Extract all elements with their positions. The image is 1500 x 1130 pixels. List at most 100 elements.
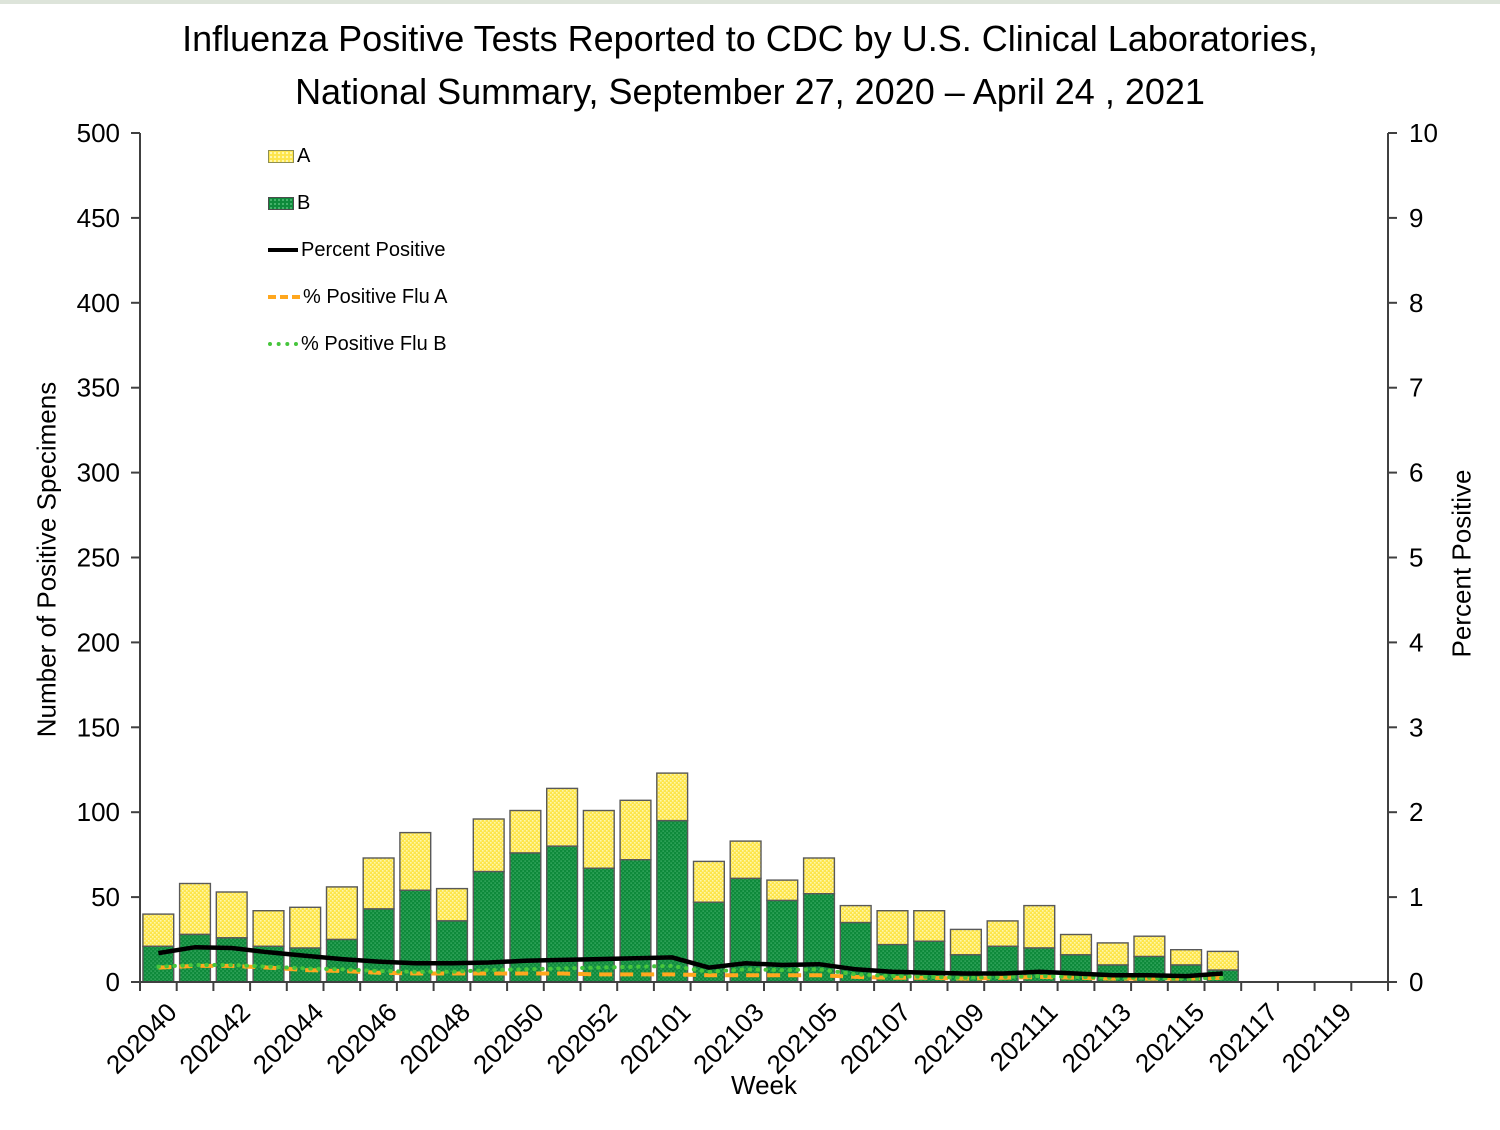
legend: A B Percent Positive % Positive Flu A % …: [268, 145, 448, 355]
right-tick-label: 0: [1409, 967, 1423, 997]
left-tick-label: 200: [77, 627, 120, 657]
left-tick-label: 350: [77, 373, 120, 403]
bar-flu-a-202104: [766, 879, 799, 902]
bar-flu-a-202102: [692, 860, 725, 903]
bar-flu-a-202106: [839, 904, 872, 924]
bar-flu-a-202116: [1206, 950, 1239, 971]
legend-item-pct-flu-b: % Positive Flu B: [268, 333, 448, 355]
bar-flu-a-202040: [142, 913, 175, 948]
right-tick-label: 9: [1409, 203, 1423, 233]
bar-flu-a-202112: [1059, 933, 1093, 956]
bar-flu-a-202105: [802, 857, 836, 895]
bar-flu-a-202109: [949, 928, 982, 956]
right-tick-label: 6: [1409, 458, 1423, 488]
x-tick-label-202105: 202105: [761, 997, 844, 1080]
right-tick-label: 4: [1409, 627, 1423, 657]
x-tick-label-202040: 202040: [100, 997, 183, 1080]
bar-flu-b-202053: [619, 859, 652, 983]
y-axis-title-left: Number of Positive Specimens: [31, 381, 62, 738]
bar-flu-a-202107: [876, 910, 909, 946]
bar-flu-a-202042: [215, 891, 248, 939]
left-tick-label: 400: [77, 288, 120, 318]
x-axis-title: Week: [731, 1070, 797, 1100]
bar-flu-b-202042: [215, 937, 248, 983]
legend-label-percent-positive: Percent Positive: [301, 238, 446, 261]
bar-flu-a-202048: [435, 887, 469, 922]
x-tick-label-202119: 202119: [1276, 997, 1357, 1078]
percent-positive-line: [158, 944, 1223, 979]
x-tick-label-202052: 202052: [540, 997, 623, 1080]
bar-flu-a-202110: [986, 920, 1019, 948]
bar-flu-a-202113: [1096, 942, 1129, 966]
bar-flu-a-202044: [289, 906, 322, 949]
legend-label-pct-flu-a: % Positive Flu A: [303, 285, 448, 308]
bar-flu-a-202114: [1133, 935, 1166, 958]
bar-flu-a-202051: [546, 787, 579, 847]
flu-b-swatch-icon: [268, 196, 294, 210]
x-tick-label-202115: 202115: [1129, 997, 1210, 1078]
x-tick-label-202042: 202042: [173, 997, 256, 1080]
right-tick-label: 2: [1409, 797, 1423, 827]
x-tick-label-202103: 202103: [687, 997, 770, 1080]
x-tick-label-202109: 202109: [907, 997, 990, 1080]
right-tick-label: 5: [1409, 543, 1423, 573]
legend-label-flu-b: B: [297, 191, 311, 214]
left-tick-label: 500: [77, 118, 120, 148]
legend-label-flu-a: A: [297, 144, 311, 167]
x-tick-label-202107: 202107: [834, 997, 917, 1080]
bar-flu-a-202045: [325, 886, 358, 941]
x-tick-label-202050: 202050: [467, 997, 550, 1080]
left-tick-label: 300: [77, 458, 120, 488]
bar-flu-a-202053: [619, 799, 652, 861]
legend-item-pct-flu-a: % Positive Flu A: [268, 286, 448, 308]
x-tick-label-202111: 202111: [984, 997, 1064, 1077]
bar-flu-a-202101: [656, 772, 689, 822]
bar-flu-a-202111: [1023, 904, 1056, 949]
left-tick-label: 0: [106, 967, 120, 997]
bar-flu-a-202115: [1169, 949, 1203, 966]
x-tick-label-202048: 202048: [394, 997, 477, 1080]
chart-title-line2: National Summary, September 27, 2020 – A…: [295, 71, 1205, 112]
window-top-edge: [0, 0, 1500, 4]
bar-flu-a-202043: [252, 910, 285, 948]
x-tick-label-202117: 202117: [1202, 997, 1283, 1078]
left-tick-label: 450: [77, 203, 120, 233]
x-tick-label-202113: 202113: [1056, 997, 1137, 1078]
bar-flu-a-202047: [399, 831, 432, 891]
x-tick-label-202044: 202044: [247, 997, 330, 1080]
right-tick-label: 10: [1409, 118, 1438, 148]
left-tick-label: 100: [77, 797, 120, 827]
right-tick-label: 8: [1409, 288, 1423, 318]
x-tick-label-202101: 202101: [614, 997, 697, 1080]
percent-positive-line-icon: [268, 248, 298, 252]
bar-flu-b-202041: [178, 933, 212, 983]
left-tick-label: 250: [77, 543, 120, 573]
bar-flu-a-202108: [913, 910, 946, 943]
bar-flu-a-202046: [362, 857, 395, 910]
x-tick-label-202046: 202046: [320, 997, 403, 1080]
chart-title: Influenza Positive Tests Reported to CDC…: [0, 12, 1500, 118]
right-tick-label: 7: [1409, 373, 1423, 403]
right-tick-label: 1: [1409, 882, 1423, 912]
chart-title-line1: Influenza Positive Tests Reported to CDC…: [182, 18, 1318, 59]
bar-flu-b-202052: [582, 867, 615, 983]
bar-flu-a-202103: [729, 840, 762, 880]
pct-flu-b-line: [156, 963, 1225, 981]
legend-label-pct-flu-b: % Positive Flu B: [301, 332, 447, 355]
legend-item-percent-positive: Percent Positive: [268, 239, 448, 261]
y-axis-title-right: Percent Positive: [1446, 469, 1477, 658]
bar-flu-a-202041: [178, 882, 212, 936]
left-tick-label: 50: [91, 882, 120, 912]
bar-flu-a-202049: [472, 818, 505, 873]
bar-flu-b-202049: [472, 870, 505, 983]
right-tick-label: 3: [1409, 712, 1423, 742]
legend-item-flu-a: A: [268, 145, 448, 167]
bar-flu-a-202052: [582, 809, 615, 869]
flu-a-swatch-icon: [268, 149, 294, 163]
bar-flu-b-202047: [399, 889, 432, 983]
left-tick-label: 150: [77, 712, 120, 742]
pct-flu-b-dotted-line-icon: [268, 342, 298, 346]
